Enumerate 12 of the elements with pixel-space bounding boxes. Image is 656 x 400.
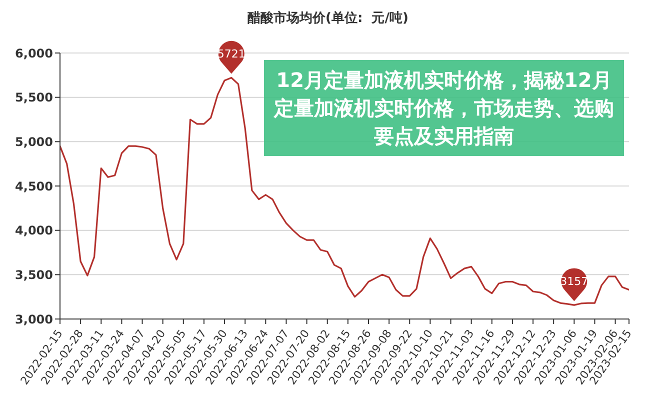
y-tick-label: 5,500 [15,90,53,105]
banner: 12月定量加液机实时价格，揭秘12月定量加液机实时价格，市场走势、选购要点及实用指南 [264,60,624,156]
y-tick-label: 6,000 [15,46,53,60]
y-tick-label: 4,000 [15,224,53,238]
y-tick-label: 5,000 [15,134,53,149]
chart-title: 醋酸市场均价(单位: 元/吨) [246,10,410,27]
y-tick-label: 3,500 [15,268,53,282]
annotation: 3157 [560,275,588,288]
y-tick-label: 4,500 [15,179,53,194]
y-tick-label: 3,000 [15,312,53,326]
annotation: 12月定量加液机实时价格，揭秘12月定量加液机实时价格，市场走势、选购要点及实用指南 [272,67,615,150]
annotation: 5721 [217,48,246,61]
